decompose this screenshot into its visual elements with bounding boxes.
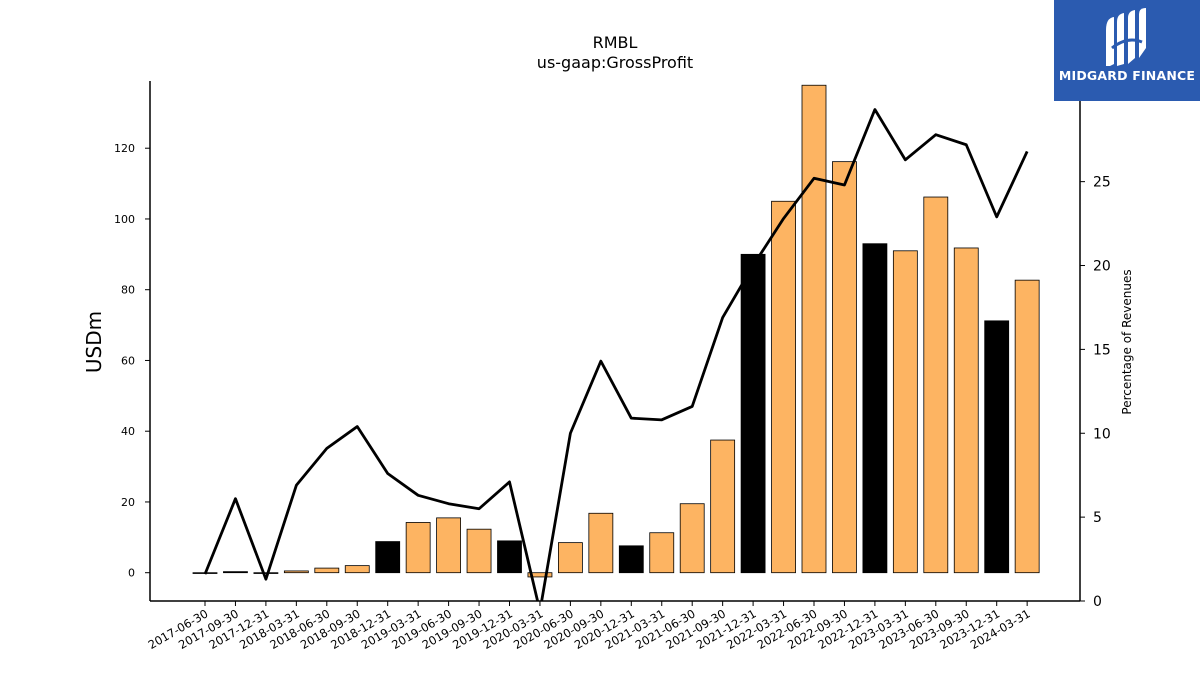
logo-mark-icon [1106, 8, 1146, 66]
bar-2020-03-31 [527, 572, 553, 578]
y-tick-label-40: 40 [121, 425, 135, 438]
bar-2020-06-30 [558, 542, 583, 574]
midgard-finance-logo: MIDGARD FINANCE [1054, 0, 1200, 101]
y-tick-label-80: 80 [121, 284, 135, 297]
bar-2022-09-30 [832, 161, 857, 574]
bar-2021-09-30 [710, 439, 736, 574]
bar-2021-03-31 [649, 532, 675, 574]
y2-tick-label-25: 25 [1093, 175, 1111, 191]
y-tick-label-60: 60 [121, 354, 135, 367]
bar-2022-03-31 [771, 200, 796, 574]
bar-2020-12-31 [618, 545, 644, 574]
y2-axis-label: Percentage of Revenues [1120, 269, 1134, 414]
bar-2022-06-30 [801, 84, 827, 574]
y-tick-label-0: 0 [128, 567, 135, 580]
y2-tick-label-20: 20 [1093, 259, 1111, 275]
bar-2020-09-30 [588, 512, 614, 574]
bar-2021-12-31 [740, 253, 766, 574]
bar-2019-03-31 [405, 522, 431, 574]
bar-2022-12-31 [862, 243, 888, 574]
bars-group [192, 84, 1040, 578]
bar-2017-09-30 [223, 571, 248, 574]
chart-subtitle: us-gaap:GrossProfit [537, 53, 693, 72]
bar-2018-03-31 [283, 570, 309, 574]
y-tick-label-120: 120 [114, 142, 135, 155]
y-tick-label-100: 100 [114, 213, 135, 226]
line-group [203, 108, 1029, 601]
bar-2023-12-31 [984, 320, 1010, 574]
bar-2023-06-30 [923, 196, 949, 574]
logo-text: MIDGARD FINANCE [1058, 68, 1196, 83]
bar-2019-06-30 [436, 517, 462, 574]
bar-2023-09-30 [953, 247, 979, 574]
bar-2021-06-30 [679, 503, 705, 574]
bar-2018-06-30 [314, 567, 340, 574]
y-tick-label-20: 20 [121, 496, 135, 509]
bar-2019-12-31 [497, 540, 522, 574]
bar-2024-03-31 [1014, 279, 1040, 574]
bar-2018-09-30 [344, 565, 370, 574]
percentage-line [203, 108, 1029, 601]
bar-2019-09-30 [466, 528, 492, 574]
bar-2018-12-31 [375, 541, 401, 574]
y2-tick-label-10: 10 [1093, 426, 1111, 442]
y2-tick-label-15: 15 [1093, 342, 1111, 358]
chart-title: RMBL [593, 33, 638, 52]
y2-tick-label-0: 0 [1093, 594, 1102, 610]
bar-2023-03-31 [892, 250, 918, 574]
y2-tick-label-5: 5 [1093, 510, 1102, 526]
y-axis-label: USDm [82, 311, 106, 373]
bar-2017-12-31 [253, 572, 279, 574]
